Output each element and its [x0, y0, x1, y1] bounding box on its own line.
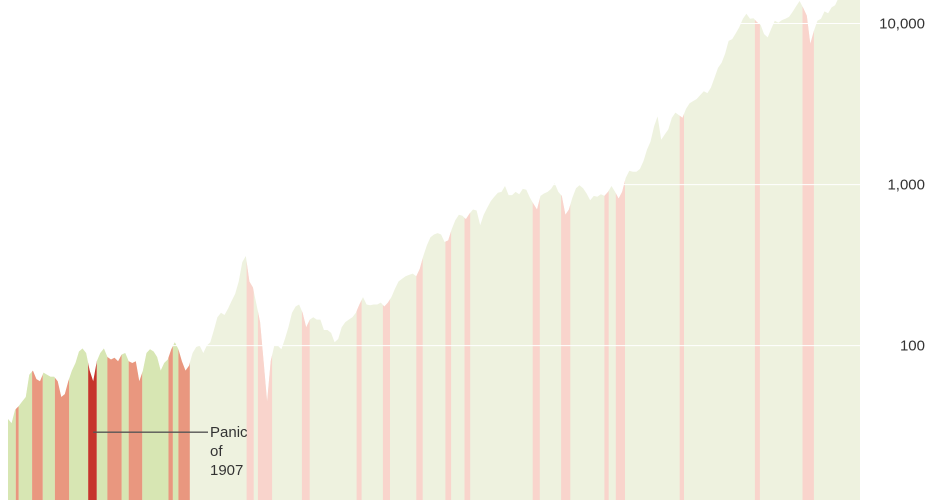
- recession-band: [416, 0, 423, 500]
- recession-band: [246, 0, 254, 500]
- price-area-layer: [8, 0, 860, 500]
- recession-band: [301, 0, 310, 500]
- recession-band: [802, 0, 814, 500]
- y-tick-label: 100: [900, 338, 925, 355]
- annotation-line-2: 1907: [210, 462, 243, 479]
- early-recession-band: [128, 0, 143, 500]
- price-area: [8, 0, 860, 500]
- early-recession-band: [15, 0, 19, 500]
- recession-band: [382, 0, 390, 500]
- early-expansion-band: [96, 0, 108, 500]
- recession-band: [604, 0, 609, 500]
- annotation-label: Panic of 1907: [210, 424, 248, 479]
- y-tick-label: 10,000: [879, 16, 925, 33]
- panic-1907-band: [88, 0, 97, 500]
- gridlines: [8, 23, 860, 347]
- recession-band: [561, 0, 571, 500]
- early-expansion-band: [172, 0, 179, 500]
- recession-band: [532, 0, 540, 500]
- early-recession-band: [107, 0, 122, 500]
- early-expansion-band: [142, 0, 169, 500]
- early-recession-band: [168, 0, 173, 500]
- recession-band: [754, 0, 760, 500]
- annotation-line-1: of: [210, 443, 223, 460]
- recession-band: [445, 0, 452, 500]
- early-expansion-band: [69, 0, 89, 500]
- recession-band: [615, 0, 625, 500]
- recession-band: [356, 0, 362, 500]
- recession-band: [257, 0, 273, 500]
- early-expansion-band: [18, 0, 33, 500]
- y-tick-label: 1,000: [887, 177, 925, 194]
- early-expansion-band: [8, 0, 16, 500]
- y-axis-ticks: 10,000 1,000 100: [879, 16, 925, 355]
- early-recession-band: [178, 0, 190, 500]
- early-recession-band: [32, 0, 43, 500]
- annotation-line-0: Panic: [210, 424, 248, 441]
- early-recession-band: [54, 0, 70, 500]
- annotation-layer: Panic of 1907: [93, 424, 248, 479]
- recession-band: [464, 0, 471, 500]
- early-expansion-band: [121, 0, 129, 500]
- early-expansion-band: [42, 0, 55, 500]
- recession-band: [679, 0, 684, 500]
